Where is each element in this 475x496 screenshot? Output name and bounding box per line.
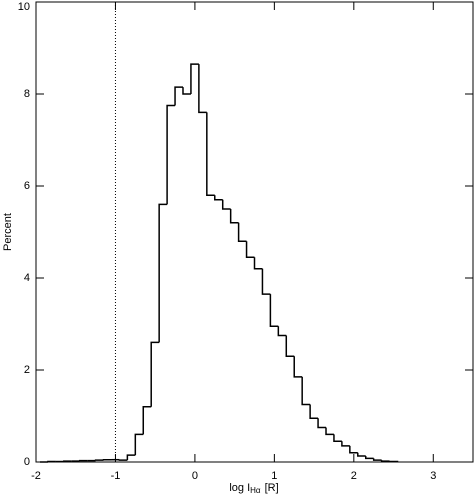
histogram-bin [341,441,350,447]
histogram-bin [364,456,374,460]
histogram-bin [150,341,160,407]
histogram-bin [380,460,390,462]
histogram-bin [309,404,319,420]
y-axis-label: Percent [2,213,14,251]
x-label-suffix: [R] [265,482,279,494]
plot-frame [35,1,474,463]
x-tick-label: 2 [351,470,357,482]
histogram-bin [333,434,342,443]
histogram-bin [214,195,223,201]
histogram-bin [142,406,152,435]
histogram-bin [269,294,279,328]
x-tick-label: 0 [192,470,198,482]
histogram-bin [253,257,263,270]
histogram-bin [174,86,183,106]
histogram-bin [372,458,382,461]
histogram-bin [198,64,207,114]
histogram-bin [134,433,144,456]
histogram-bin [317,418,327,429]
histogram-bin [182,87,191,95]
histogram-bin [166,104,176,205]
x-label-text: log I [229,482,250,494]
x-tick-label: 3 [430,470,436,482]
y-tick-label: 8 [24,88,30,100]
x-axis-label: log IHα [R] [229,482,278,495]
histogram-bin [325,427,334,436]
y-tick-label: 4 [24,272,30,284]
histogram-bin [245,241,255,259]
histogram-bin [277,326,287,337]
histogram-bin [190,63,199,94]
y-tick-label: 2 [24,364,30,376]
histogram-bin [349,445,358,454]
histogram-bin [206,112,215,196]
x-label-subscript: Hα [250,486,261,495]
y-tick-label: 10 [18,1,30,13]
histogram-bin [229,209,239,224]
histogram-bin [237,222,247,242]
y-tick-label: 6 [24,180,30,192]
x-tick-label: -2 [31,470,41,482]
histogram-bin [293,356,303,378]
x-tick-label: -1 [111,470,121,482]
histogram-bin [221,199,231,210]
x-tick-label: 1 [271,470,277,482]
histogram-bin [301,376,311,406]
histogram-bin [158,203,168,343]
y-tick-label: 0 [24,456,30,468]
histogram-bin [285,335,295,357]
histogram-bin [261,268,271,295]
histogram-bin [357,452,366,457]
histogram-bin [388,460,399,463]
histogram-bin [126,454,136,461]
